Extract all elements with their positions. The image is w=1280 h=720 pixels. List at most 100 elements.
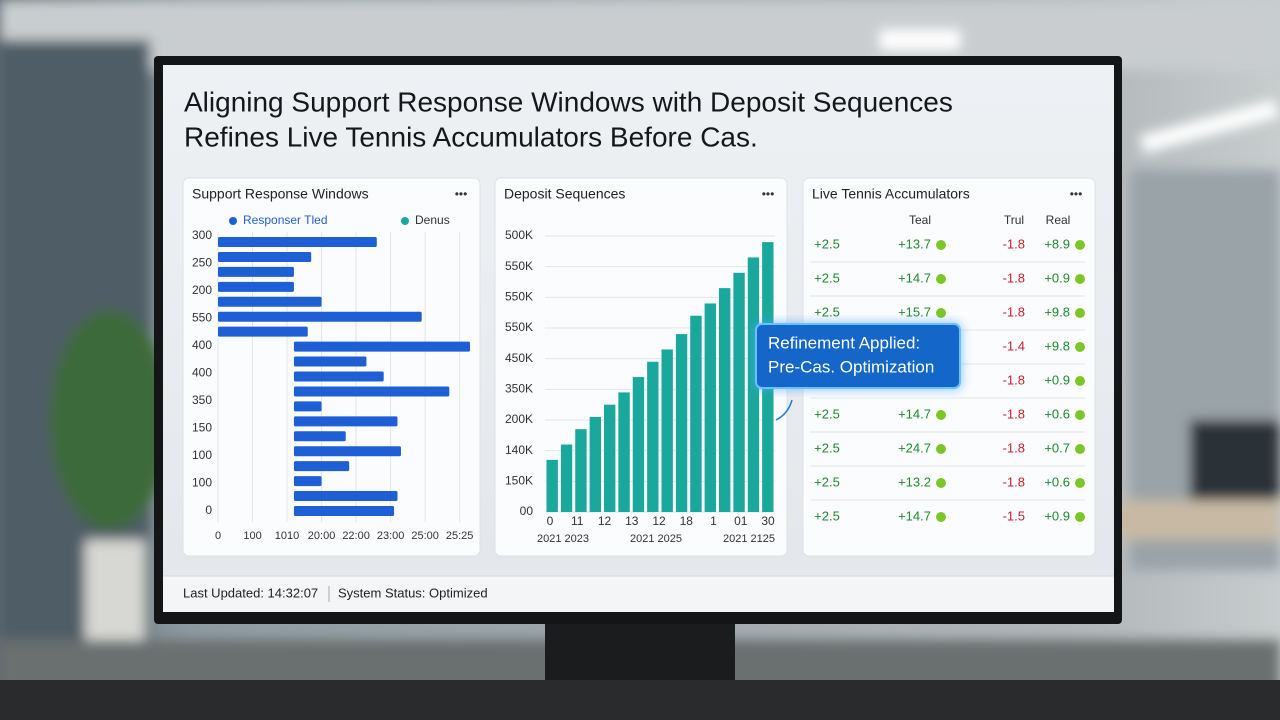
x-tick-label: 18 (680, 514, 694, 528)
y-tick-label: 250 (192, 256, 212, 270)
panel-menu[interactable]: ••• (1070, 187, 1083, 201)
table-cell: +13.2 (898, 474, 931, 489)
y-tick-label: 0 (205, 503, 212, 517)
y-tick-label: 550K (505, 259, 533, 273)
y-tick-label: 150 (192, 421, 212, 435)
bar (632, 377, 645, 512)
bar (293, 356, 367, 367)
x-tick-label: 20:00 (308, 530, 336, 542)
status-dot (1075, 342, 1085, 352)
bar (293, 416, 398, 427)
table-cell: +0.7 (1044, 440, 1070, 455)
title-line: Aligning Support Response Windows with D… (184, 86, 953, 117)
table-cell: -1.5 (1003, 508, 1025, 523)
x-tick-label: 11 (571, 514, 584, 528)
x-tick-label: 01 (734, 514, 748, 528)
status-dot (1075, 512, 1085, 522)
desk (0, 680, 1280, 720)
status-dot (936, 274, 946, 284)
legend-label: Responser Tled (243, 213, 328, 227)
bar (293, 506, 395, 516)
bar (560, 444, 573, 512)
table-cell: +8.9 (1044, 236, 1070, 251)
panel-menu[interactable]: ••• (455, 187, 468, 201)
table-cell: +2.5 (814, 236, 840, 251)
bar (218, 326, 308, 337)
table-cell: +0.9 (1044, 508, 1070, 523)
x-tick-label: 0 (215, 530, 221, 542)
bar (293, 401, 322, 412)
x-tick-label: 25:25 (446, 530, 474, 542)
status-dot (936, 444, 946, 454)
x-tick-label: 25:00 (411, 530, 439, 542)
panel-title: Support Response Windows (192, 186, 369, 202)
table-cell: +14.7 (898, 508, 931, 523)
last-updated: Last Updated: 14:32:07 (183, 585, 318, 600)
x-tick-label: 12 (652, 514, 666, 528)
status-dot (1075, 478, 1085, 488)
y-tick-label: 450K (505, 351, 533, 365)
status-dot (1075, 444, 1085, 454)
status-dot (1075, 376, 1085, 386)
table-cell: +14.7 (898, 406, 931, 421)
table-cell: +24.7 (898, 440, 931, 455)
x-tick-label: 30 (761, 514, 775, 528)
y-tick-label: 200K (505, 412, 533, 426)
bar (719, 288, 731, 512)
system-status: System Status: Optimized (338, 585, 488, 600)
y-tick-label: 00 (520, 504, 534, 518)
table-cell: -1.8 (1003, 270, 1025, 285)
table-cell: +2.5 (814, 508, 840, 523)
table-cell: +2.5 (814, 406, 840, 421)
x-tick-label: 2021 2025 (630, 533, 682, 545)
callout-box (755, 323, 961, 389)
bar (618, 392, 630, 512)
bar (293, 371, 384, 382)
callout: Refinement Applied: Pre-Cas. Optimizatio… (754, 322, 962, 421)
y-tick-label: 550K (505, 320, 533, 334)
x-tick-label: 13 (625, 514, 639, 528)
table-cell: +14.7 (898, 270, 931, 285)
y-tick-label: 350K (505, 382, 533, 396)
table-cell: +2.5 (814, 270, 840, 285)
bar (704, 303, 716, 512)
y-tick-label: 400 (192, 366, 212, 380)
status-dot (1075, 308, 1085, 318)
callout-text: Refinement Applied: (768, 333, 920, 352)
bar (293, 431, 346, 442)
x-tick-label: 1 (710, 514, 717, 528)
panel-title: Deposit Sequences (504, 186, 625, 202)
panel-title: Live Tennis Accumulators (812, 186, 970, 202)
y-tick-label: 500K (505, 228, 533, 242)
bar (661, 349, 673, 512)
table-cell: -1.8 (1003, 406, 1025, 421)
x-tick-label: 1010 (275, 530, 299, 542)
bar (293, 476, 322, 487)
y-tick-label: 300 (192, 228, 212, 242)
y-tick-label: 350 (192, 393, 212, 407)
x-tick-label: 0 (547, 514, 554, 528)
status-bar (163, 576, 1114, 612)
y-tick-label: 140K (505, 443, 533, 457)
table-cell: +0.9 (1044, 270, 1070, 285)
status-dot (1075, 240, 1085, 250)
panel-menu[interactable]: ••• (762, 187, 775, 201)
status-dot (936, 478, 946, 488)
table-cell: +2.5 (814, 440, 840, 455)
bar (293, 461, 350, 472)
x-tick-label: 2021 2023 (537, 533, 589, 545)
x-tick-label: 100 (243, 530, 261, 542)
bar (293, 491, 398, 502)
bar (218, 311, 422, 322)
bar (690, 315, 702, 512)
x-tick-label: 22:00 (342, 530, 370, 542)
bar (604, 404, 616, 512)
column-header: Teal (909, 213, 931, 227)
bar (218, 281, 294, 292)
bar (747, 257, 760, 512)
status-dot (936, 240, 946, 250)
column-header: Real (1046, 213, 1071, 227)
y-tick-label: 150K (505, 474, 533, 488)
bar (546, 459, 558, 512)
bar (218, 237, 377, 247)
